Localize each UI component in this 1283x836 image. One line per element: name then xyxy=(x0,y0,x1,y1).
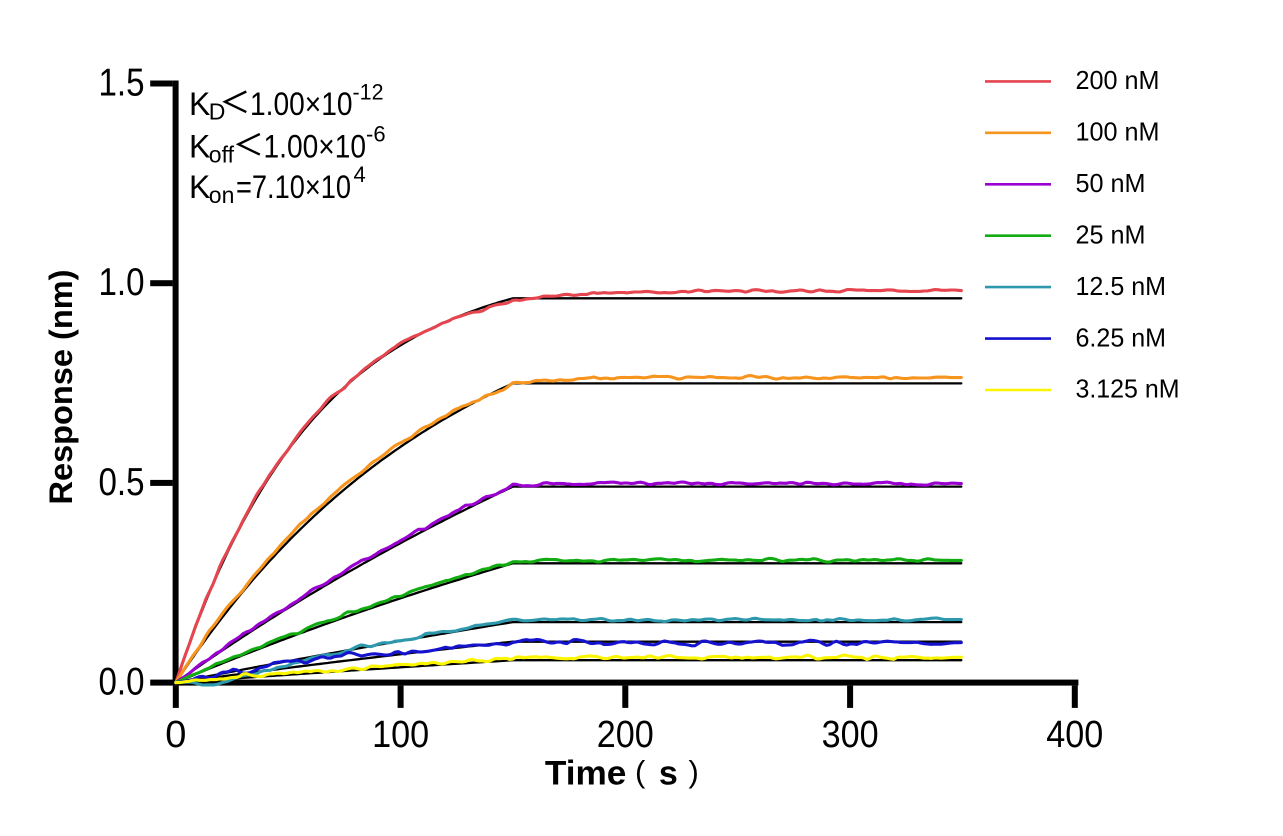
svg-text:Response (nm): Response (nm) xyxy=(43,270,79,505)
svg-text:(: ( xyxy=(635,754,646,789)
svg-text:D: D xyxy=(209,99,226,125)
svg-text:s: s xyxy=(659,755,678,793)
svg-text:0.5: 0.5 xyxy=(99,461,145,504)
svg-text:-6: -6 xyxy=(366,122,386,147)
svg-text:0.0: 0.0 xyxy=(99,661,145,704)
svg-text:1.00×10: 1.00×10 xyxy=(264,129,367,165)
svg-text:1.00×10: 1.00×10 xyxy=(250,86,353,122)
svg-text:0: 0 xyxy=(165,714,186,756)
svg-text:4: 4 xyxy=(354,162,366,187)
svg-text:K: K xyxy=(189,129,210,165)
svg-text:200: 200 xyxy=(597,714,654,756)
svg-text:50 nM: 50 nM xyxy=(1076,168,1146,198)
svg-text:=7.10×10: =7.10×10 xyxy=(236,169,351,205)
svg-text:1.0: 1.0 xyxy=(99,261,145,304)
svg-text:K: K xyxy=(189,169,210,205)
svg-text:off: off xyxy=(209,142,235,168)
svg-text:25 nM: 25 nM xyxy=(1076,219,1146,249)
svg-text:100 nM: 100 nM xyxy=(1076,117,1160,147)
svg-text:Time: Time xyxy=(545,755,627,793)
svg-text:3.125 nM: 3.125 nM xyxy=(1076,374,1180,404)
svg-text:): ) xyxy=(689,754,699,789)
svg-text:K: K xyxy=(189,86,210,122)
svg-text:200 nM: 200 nM xyxy=(1076,65,1160,95)
svg-text:400: 400 xyxy=(1046,714,1103,756)
svg-text:1.5: 1.5 xyxy=(99,62,145,105)
svg-text:on: on xyxy=(209,182,235,208)
svg-text:6.25 nM: 6.25 nM xyxy=(1076,322,1167,352)
svg-text:-12: -12 xyxy=(353,80,384,105)
svg-text:100: 100 xyxy=(372,714,429,756)
svg-text:12.5 nM: 12.5 nM xyxy=(1076,271,1167,301)
svg-text:300: 300 xyxy=(822,714,879,756)
